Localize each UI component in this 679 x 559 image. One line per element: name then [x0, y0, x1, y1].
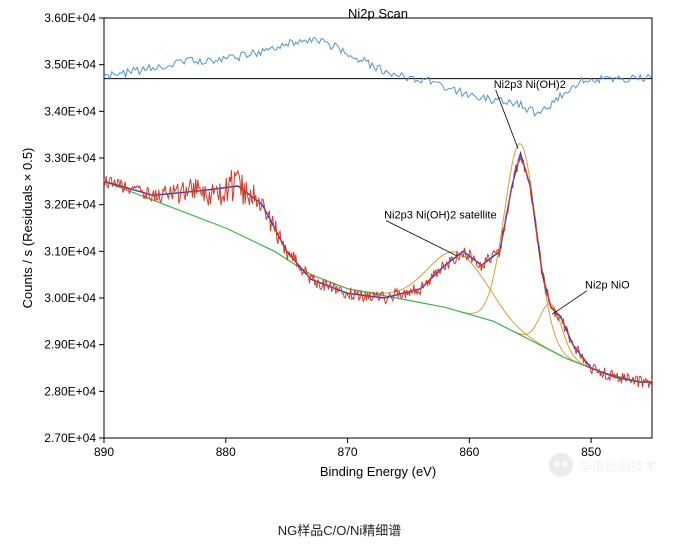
svg-text:Ni2p NiO: Ni2p NiO: [585, 280, 630, 292]
svg-text:890: 890: [94, 445, 114, 459]
svg-text:3.60E+04: 3.60E+04: [44, 11, 96, 25]
svg-text:2.70E+04: 2.70E+04: [44, 431, 96, 445]
watermark-text: 华南检测技术: [579, 456, 657, 475]
svg-text:3.50E+04: 3.50E+04: [44, 58, 96, 72]
svg-text:2.80E+04: 2.80E+04: [44, 384, 96, 398]
wechat-icon: [549, 453, 573, 477]
svg-text:870: 870: [338, 445, 358, 459]
svg-text:860: 860: [459, 445, 479, 459]
svg-text:3.40E+04: 3.40E+04: [44, 104, 96, 118]
svg-text:Ni2p3 Ni(OH)2 satellite: Ni2p3 Ni(OH)2 satellite: [384, 210, 496, 222]
svg-text:3.00E+04: 3.00E+04: [44, 291, 96, 305]
svg-text:2.90E+04: 2.90E+04: [44, 338, 96, 352]
figure-caption: NG样品C/O/Ni精细谱: [0, 520, 679, 539]
svg-text:Ni2p3 Ni(OH)2: Ni2p3 Ni(OH)2: [494, 79, 566, 91]
xps-ni2p-chart: Ni2p Scan 2.70E+04 2.80E+04 2.90E+04 3.00E+0…: [12, 8, 667, 488]
svg-text:Counts / s (Residuals × 0.5): Counts / s (Residuals × 0.5): [20, 148, 35, 309]
svg-text:3.20E+04: 3.20E+04: [44, 198, 96, 212]
svg-text:3.30E+04: 3.30E+04: [44, 151, 96, 165]
svg-text:3.10E+04: 3.10E+04: [44, 244, 96, 258]
svg-text:880: 880: [216, 445, 236, 459]
svg-text:Ni2p Scan: Ni2p Scan: [348, 8, 408, 21]
watermark: 华南检测技术: [549, 453, 657, 477]
svg-text:Binding Energy (eV): Binding Energy (eV): [320, 464, 436, 479]
